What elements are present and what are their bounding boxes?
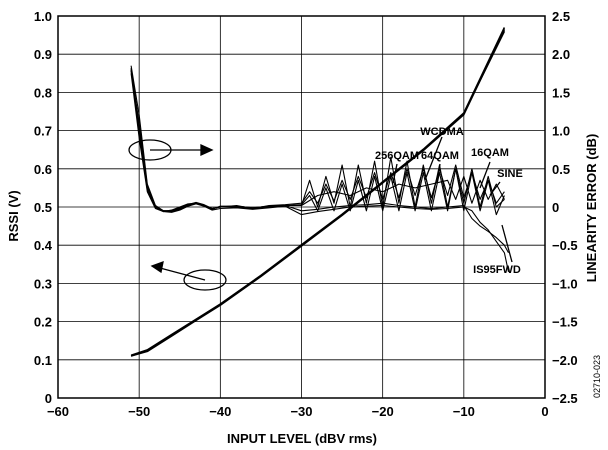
- x-tick-label: −40: [209, 404, 231, 419]
- x-tick-label: −60: [47, 404, 69, 419]
- series-64qam-linearity-error-line: [130, 69, 505, 216]
- x-tick-label: −20: [372, 404, 394, 419]
- y-left-tick-label: 0.8: [34, 85, 52, 100]
- left-axis-indicator-arrowhead: [150, 260, 164, 274]
- y-left-tick-label: 1.0: [34, 9, 52, 24]
- y-left-tick-label: 0.1: [34, 353, 52, 368]
- series-16qam-linearity-error-line: [130, 67, 505, 212]
- annotation-wcdma: WCDMA: [420, 126, 463, 138]
- y-right-tick-label: −0.5: [552, 238, 578, 253]
- is95fwd-pointer: [501, 224, 513, 263]
- annotation-is95fwd: IS95FWD: [473, 264, 521, 276]
- y-left-tick-label: 0.4: [34, 238, 53, 253]
- x-tick-label: 0: [541, 404, 548, 419]
- wcdma-pointer: [424, 136, 443, 181]
- x-tick-label: −10: [453, 404, 475, 419]
- x-axis-title: INPUT LEVEL (dBV rms): [227, 431, 377, 446]
- left-axis-indicator-ellipse: [183, 269, 227, 291]
- x-tick-label: −30: [290, 404, 312, 419]
- figure-id: 02710-023: [592, 355, 602, 398]
- annotation-64qam: 64QAM: [421, 150, 459, 162]
- y-left-tick-label: 0.9: [34, 47, 52, 62]
- y-left-tick-label: 0.6: [34, 162, 52, 177]
- y-right-tick-label: 0.5: [552, 162, 570, 177]
- y-left-tick-label: 0.5: [34, 200, 52, 215]
- y-left-tick-label: 0: [45, 391, 52, 406]
- series-sine-linearity-error-line: [130, 65, 509, 254]
- annotations: [128, 136, 513, 291]
- y-axis-left-title: RSSI (V): [6, 190, 21, 241]
- annotation-16qam: 16QAM: [471, 147, 509, 159]
- 256qam-pointer: [392, 163, 398, 184]
- y-right-tick-label: 2.5: [552, 9, 570, 24]
- series-group: [130, 27, 510, 357]
- series-is95fwd-linearity-error-line: [130, 70, 510, 273]
- y-right-tick-label: −2.0: [552, 353, 578, 368]
- left-axis-indicator-arrow: [159, 267, 206, 281]
- series-256qam-linearity-error-line: [130, 73, 505, 213]
- y-right-tick-label: −2.5: [552, 391, 578, 406]
- right-axis-indicator-arrowhead: [200, 143, 214, 157]
- y-left-tick-label: 0.7: [34, 124, 52, 139]
- y-axis-right-title: LINEARITY ERROR (dB): [584, 134, 599, 283]
- series-wcdma-rssi-line: [130, 29, 506, 357]
- y-right-tick-label: −1.5: [552, 315, 578, 330]
- series-wcdma-linearity-error-line: [130, 69, 505, 212]
- x-tick-label: −50: [128, 404, 150, 419]
- 64qam-pointer: [436, 163, 441, 184]
- 16qam-pointer: [479, 161, 491, 189]
- annotation-labels: WCDMA 256QAM 64QAM 16QAM SINE IS95FWD: [375, 126, 523, 276]
- y-right-tick-label: 0: [552, 200, 559, 215]
- annotation-256qam: 256QAM: [375, 150, 419, 162]
- y-right-tick-label: −1.0: [552, 276, 578, 291]
- plot-frame: [57, 15, 546, 399]
- tick-labels: −60 −50 −40 −30 −20 −10 0 0 0.1 0.2 0.3 0.4 0.5 0.6 0.…: [34, 9, 578, 419]
- series-is95fwd-rssi-line: [130, 27, 506, 356]
- sine-pointer: [489, 181, 501, 196]
- y-right-tick-label: 1.0: [552, 124, 570, 139]
- y-right-tick-label: 2.0: [552, 47, 570, 62]
- y-left-tick-label: 0.3: [34, 276, 52, 291]
- y-left-tick-label: 0.2: [34, 315, 52, 330]
- y-right-tick-label: 1.5: [552, 85, 570, 100]
- annotation-sine: SINE: [497, 168, 523, 180]
